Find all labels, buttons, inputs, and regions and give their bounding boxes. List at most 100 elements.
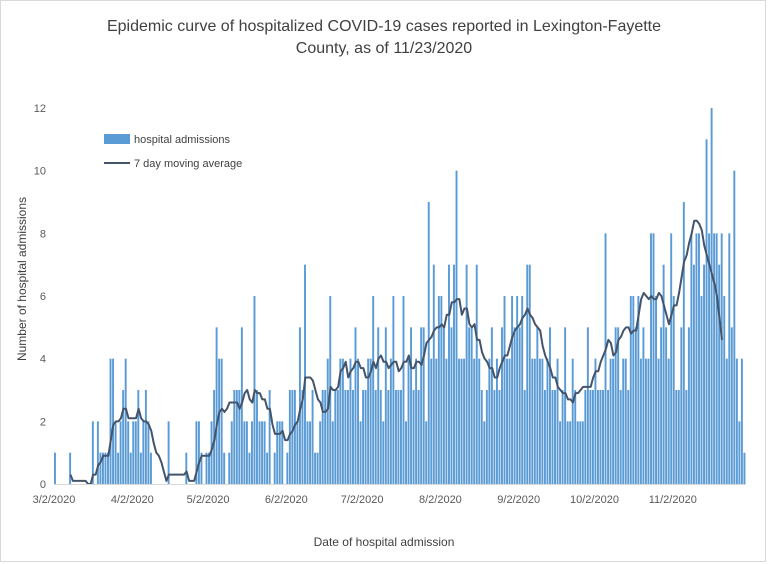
bar-hospital-admissions xyxy=(493,390,496,484)
bar-hospital-admissions xyxy=(440,296,443,484)
bar-hospital-admissions xyxy=(543,390,546,484)
bar-hospital-admissions xyxy=(743,452,746,484)
bar-hospital-admissions xyxy=(417,390,420,484)
bar-hospital-admissions xyxy=(107,452,109,484)
bar-hospital-admissions xyxy=(243,421,246,484)
bar-hospital-admissions xyxy=(273,452,276,484)
bar-hospital-admissions xyxy=(523,390,526,484)
bar-hospital-admissions xyxy=(306,421,309,484)
bar-hospital-admissions xyxy=(604,233,607,484)
bar-hospital-admissions xyxy=(316,452,319,484)
bar-hospital-admissions xyxy=(531,358,534,484)
bar-hospital-admissions xyxy=(296,421,299,484)
bar-hospital-admissions xyxy=(230,421,233,484)
bar-hospital-admissions xyxy=(652,233,655,484)
bar-hospital-admissions xyxy=(599,390,602,484)
bar-hospital-admissions xyxy=(506,358,508,484)
bar-hospital-admissions xyxy=(589,390,592,484)
bar-hospital-admissions xyxy=(346,390,349,484)
x-tick-labels: 3/2/2020 4/2/2020 5/2/2020 6/2/2020 7/2/2020… xyxy=(33,494,697,506)
y-tick-label: 10 xyxy=(34,166,46,178)
bar-hospital-admissions xyxy=(367,358,370,484)
bar-hospital-admissions xyxy=(622,358,625,484)
bar-hospital-admissions xyxy=(91,421,94,484)
bar-hospital-admissions xyxy=(69,452,72,484)
bar-hospital-admissions xyxy=(655,296,658,484)
bar-hospital-admissions xyxy=(384,327,387,484)
y-tick-label: 4 xyxy=(40,354,46,366)
bar-hospital-admissions xyxy=(298,327,301,484)
bar-hospital-admissions xyxy=(516,296,519,484)
bar-hospital-admissions xyxy=(344,390,347,484)
legend-label-admissions: hospital admissions xyxy=(134,134,230,146)
bar-hospital-admissions xyxy=(667,358,670,484)
y-tick-label: 2 xyxy=(40,416,46,428)
bar-hospital-admissions xyxy=(374,390,377,484)
bar-hospital-admissions xyxy=(488,358,491,484)
bar-hospital-admissions xyxy=(248,452,251,484)
y-tick-label: 0 xyxy=(40,479,46,491)
bar-hospital-admissions xyxy=(430,358,433,484)
bar-hospital-admissions xyxy=(334,390,337,484)
x-tick-label: 9/2/2020 xyxy=(497,494,540,506)
bar-hospital-admissions xyxy=(705,139,708,484)
bar-hospital-admissions xyxy=(407,358,410,484)
bar-hospital-admissions xyxy=(723,296,726,484)
bar-hospital-admissions xyxy=(710,108,713,484)
x-tick-label: 10/2/2020 xyxy=(570,494,619,506)
bar-hospital-admissions xyxy=(718,264,721,484)
bar-hospital-admissions xyxy=(382,421,385,484)
bar-hospital-admissions xyxy=(276,421,279,484)
bar-hospital-admissions xyxy=(228,452,231,484)
bar-hospital-admissions xyxy=(245,421,248,484)
bar-hospital-admissions xyxy=(614,327,617,484)
bar-hospital-admissions xyxy=(321,390,324,484)
bar-hospital-admissions xyxy=(703,264,705,484)
bar-hospital-admissions xyxy=(498,390,501,484)
bar-hospital-admissions xyxy=(526,264,529,484)
bar-hospital-admissions xyxy=(602,390,604,484)
bar-hospital-admissions xyxy=(695,233,698,484)
bar-hospital-admissions xyxy=(268,390,271,484)
chart-title-line-1: Epidemic curve of hospitalized COVID-19 … xyxy=(106,18,662,35)
bar-hospital-admissions xyxy=(256,390,258,484)
bar-hospital-admissions xyxy=(574,390,577,484)
bar-hospital-admissions xyxy=(627,390,630,484)
chart-title-line-2: County, as of 11/23/2020 xyxy=(295,40,473,57)
bar-hospital-admissions xyxy=(680,327,683,484)
bar-hospital-admissions xyxy=(657,358,660,484)
bar-hospital-admissions xyxy=(511,296,514,484)
bar-hospital-admissions xyxy=(432,264,435,484)
bar-hospital-admissions xyxy=(591,390,594,484)
bar-hospital-admissions xyxy=(450,327,453,484)
bar-hospital-admissions xyxy=(278,421,281,484)
bar-hospital-admissions xyxy=(324,390,327,484)
bar-hospital-admissions xyxy=(281,421,284,484)
bar-hospital-admissions xyxy=(735,358,738,484)
bar-hospital-admissions xyxy=(357,358,359,484)
bar-hospital-admissions xyxy=(114,421,117,484)
bar-hospital-admissions xyxy=(117,452,120,484)
bar-hospital-admissions xyxy=(233,390,236,484)
bar-hospital-admissions xyxy=(617,327,620,484)
bar-hospital-admissions xyxy=(637,296,640,484)
bar-hospital-admissions xyxy=(581,421,584,484)
bar-hospital-admissions xyxy=(501,327,503,484)
bar-hospital-admissions xyxy=(387,390,390,484)
bar-hospital-admissions xyxy=(304,264,306,484)
bar-hospital-admissions xyxy=(662,264,665,484)
bar-hospital-admissions xyxy=(713,233,716,484)
bar-hospital-admissions xyxy=(521,296,524,484)
y-tick-label: 8 xyxy=(40,228,46,240)
bar-hospital-admissions xyxy=(149,452,152,484)
bar-hospital-admissions xyxy=(319,421,322,484)
bar-hospital-admissions xyxy=(412,390,415,484)
bar-hospital-admissions xyxy=(728,233,731,484)
bar-hospital-admissions xyxy=(483,421,486,484)
x-tick-label: 6/2/2020 xyxy=(265,494,308,506)
bar-hospital-admissions xyxy=(359,421,362,484)
bar-hospital-admissions xyxy=(682,202,685,484)
bar-hospital-admissions xyxy=(96,421,99,484)
bar-hospital-admissions xyxy=(730,327,733,484)
bar-hospital-admissions xyxy=(690,233,693,484)
